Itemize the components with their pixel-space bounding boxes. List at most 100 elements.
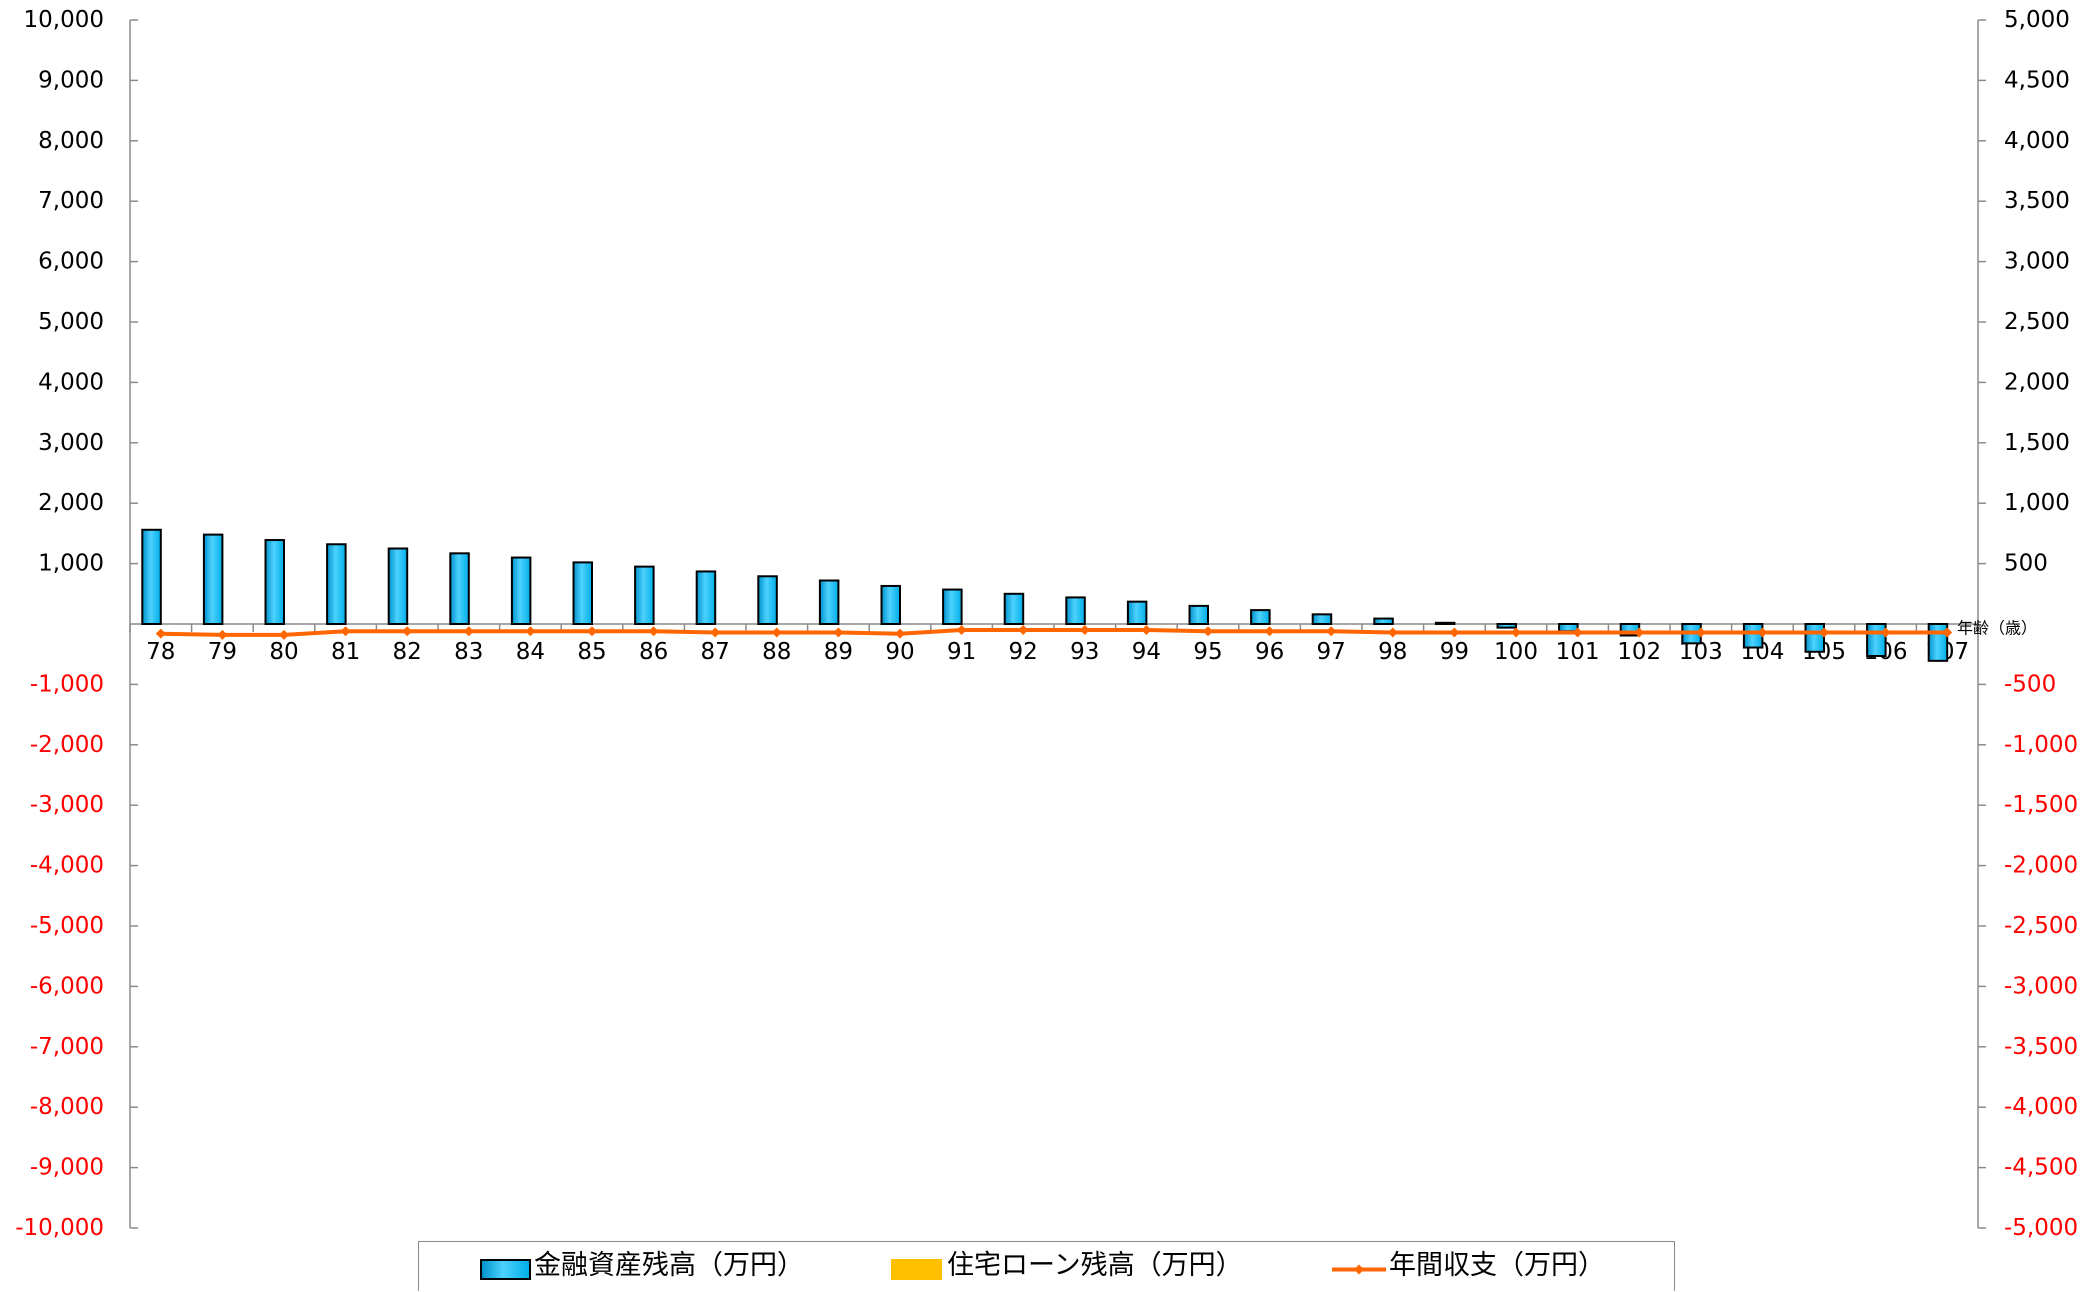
- annual-balance-marker: [1942, 627, 1953, 638]
- financial-assets-bar: [141, 528, 162, 625]
- left-axis-tick-label: -5,000: [30, 913, 104, 939]
- annual-balance-marker: [402, 626, 413, 637]
- bar-series: [141, 528, 1949, 662]
- annual-balance-marker: [895, 628, 905, 639]
- right-axis-tick-label: -1,000: [2004, 732, 2078, 758]
- x-axis-tick-label: 93: [1070, 639, 1099, 665]
- annual-balance-marker: [710, 627, 721, 638]
- financial-assets-bar: [880, 584, 901, 625]
- left-axis-tick-label: 6,000: [38, 249, 104, 275]
- right-axis-tick-label: 1,000: [2004, 490, 2070, 516]
- x-axis-tick-label: 90: [885, 639, 914, 665]
- right-axis-tick-label: -4,000: [2004, 1094, 2078, 1120]
- right-axis-tick-label: 2,000: [2004, 369, 2070, 395]
- financial-assets-bar: [1003, 592, 1025, 625]
- x-axis-tick-label: 97: [1317, 639, 1346, 665]
- financial-assets-bar: [1373, 617, 1394, 626]
- left-axis-tick-label: 4,000: [38, 369, 104, 395]
- annual-balance-marker: [463, 626, 474, 637]
- right-axis-tick-label: 4,500: [2004, 67, 2070, 93]
- annual-balance-marker: [1018, 625, 1029, 636]
- annual-balance-marker: [956, 625, 967, 636]
- left-axis-tick-label: 8,000: [38, 128, 104, 154]
- legend-marker-sample: [1354, 1264, 1364, 1275]
- legend-swatch-housing-loan: [891, 1259, 942, 1280]
- x-axis-tick-label: 87: [701, 639, 730, 665]
- left-axis-tick-label: -1,000: [30, 671, 104, 697]
- financial-assets-bar: [942, 588, 963, 626]
- annual-balance-marker: [1264, 626, 1275, 637]
- right-axis-tick-label: 4,000: [2004, 128, 2070, 154]
- x-axis-tick-label: 88: [762, 639, 791, 665]
- annual-balance-marker: [1572, 627, 1583, 638]
- left-axis-tick-label: -3,000: [30, 792, 104, 818]
- financial-assets-bar: [1804, 623, 1825, 653]
- x-axis-tick-label: 82: [393, 639, 422, 665]
- financial-assets-bar: [1927, 623, 1949, 662]
- left-axis-tick-label: -10,000: [15, 1215, 104, 1241]
- left-axis-tick-label: 10,000: [24, 7, 104, 33]
- line-series: [155, 625, 1953, 640]
- x-axis-tick-label: 86: [639, 639, 668, 665]
- annual-balance-marker: [1695, 627, 1706, 638]
- x-axis-tick-label: 102: [1617, 639, 1661, 665]
- annual-balance-marker: [1449, 627, 1460, 638]
- x-axis-tick-label: 92: [1009, 639, 1038, 665]
- financial-assets-bar: [264, 539, 285, 626]
- financial-assets-bar: [1188, 604, 1209, 626]
- financial-assets-bar: [757, 575, 778, 625]
- left-axis-tick-label: 9,000: [38, 67, 104, 93]
- financial-assets-bar: [572, 561, 593, 626]
- right-axis-tick-label: 1,500: [2004, 430, 2070, 456]
- financial-assets-bar: [326, 543, 347, 625]
- right-axis-tick-label: -500: [2004, 671, 2056, 697]
- legend-label-financial-assets: 金融資産残高（万円）: [534, 1250, 804, 1281]
- annual-balance-marker: [525, 626, 536, 637]
- annual-balance-marker: [1757, 627, 1768, 638]
- financial-assets-bar: [1742, 623, 1764, 649]
- left-axis-tick-label: 3,000: [38, 430, 104, 456]
- legend-label-housing-loan: 住宅ローン残高（万円）: [947, 1250, 1243, 1281]
- annual-balance-marker: [1511, 627, 1521, 638]
- right-axis-tick-label: -2,500: [2004, 913, 2078, 939]
- financial-assets-bar: [202, 533, 224, 625]
- right-axis-tick-label: 3,500: [2004, 188, 2070, 214]
- x-axis-tick-label: 99: [1440, 639, 1469, 665]
- x-axis-tick-label: 89: [824, 639, 853, 665]
- annual-balance-marker: [1819, 627, 1829, 638]
- annual-balance-marker: [279, 629, 289, 640]
- x-axis-tick-label: 81: [331, 639, 360, 665]
- x-axis-tick-label: 95: [1193, 639, 1222, 665]
- x-axis-tick-labels: 78 79 80 81 82 83 84 85 86 87 88 89 90 91 92 93 94 95 96 97…: [146, 639, 1969, 665]
- left-axis-tick-label: -4,000: [30, 853, 104, 879]
- right-axis-tick-label: 2,500: [2004, 309, 2070, 335]
- financial-assets-bar: [387, 547, 409, 625]
- left-axis-tick-label: 2,000: [38, 490, 104, 516]
- financial-assets-bar: [1250, 609, 1271, 625]
- left-axis-tick-label: 5,000: [38, 309, 104, 335]
- legend: 金融資産残高（万円） 住宅ローン残高（万円） 年間収支（万円）: [418, 1241, 1675, 1291]
- left-axis-tick-label: -2,000: [30, 732, 104, 758]
- x-axis-tick-label: 83: [454, 639, 483, 665]
- right-axis-tick-label: -5,000: [2004, 1215, 2078, 1241]
- right-axis-tick-label: 500: [2004, 551, 2048, 577]
- financial-assets-bar: [818, 579, 840, 626]
- left-axis-tick-label: -6,000: [30, 973, 104, 999]
- annual-balance-line: [158, 628, 1950, 637]
- legend-swatch-annual-balance: [1332, 1264, 1386, 1275]
- annual-balance-marker: [1634, 627, 1645, 638]
- financial-assets-bar: [695, 570, 717, 626]
- x-axis-tick-label: 78: [146, 639, 175, 665]
- financial-assets-bar: [449, 552, 470, 625]
- x-axis-tick-label: 85: [577, 639, 606, 665]
- right-axis-tick-label: 5,000: [2004, 7, 2070, 33]
- annual-balance-marker: [833, 627, 844, 638]
- x-axis-tick-label: 79: [208, 639, 237, 665]
- financial-assets-bar: [1126, 600, 1148, 625]
- x-axis-tick-label: 94: [1132, 639, 1161, 665]
- left-axis-tick-label: -9,000: [30, 1155, 104, 1181]
- right-axis-tick-label: -3,000: [2004, 973, 2078, 999]
- left-axis-tick-label: -7,000: [30, 1034, 104, 1060]
- right-axis-tick-label: -3,500: [2004, 1034, 2078, 1060]
